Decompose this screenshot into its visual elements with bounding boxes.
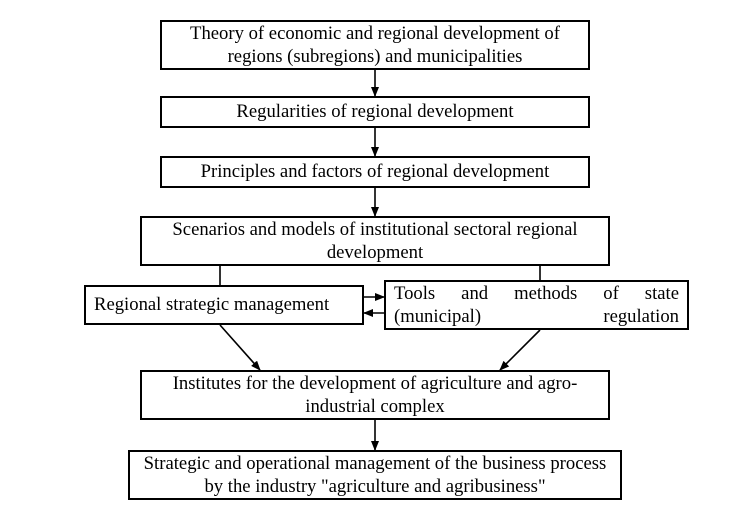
node-label: Regularities of regional development [236,100,513,123]
node-regularities: Regularities of regional development [160,96,590,128]
node-label: Institutes for the development of agricu… [150,372,600,419]
node-label: Principles and factors of regional devel… [201,160,550,183]
node-regional-strategic: Regional strategic management [84,285,364,325]
node-principles: Principles and factors of regional devel… [160,156,590,188]
node-label: Theory of economic and regional developm… [170,22,580,69]
node-label: Tools and methods of state (municipal) r… [394,282,679,329]
node-label: Strategic and operational management of … [138,452,612,499]
edge [220,325,260,370]
node-label: Regional strategic management [94,293,329,316]
flowchart-canvas: Theory of economic and regional developm… [0,0,747,529]
node-theory: Theory of economic and regional developm… [160,20,590,70]
node-label: Scenarios and models of institutional se… [150,218,600,265]
node-strategic-operational: Strategic and operational management of … [128,450,622,500]
node-tools-methods: Tools and methods of state (municipal) r… [384,280,689,330]
edge [500,330,540,370]
node-institutes: Institutes for the development of agricu… [140,370,610,420]
node-scenarios: Scenarios and models of institutional se… [140,216,610,266]
